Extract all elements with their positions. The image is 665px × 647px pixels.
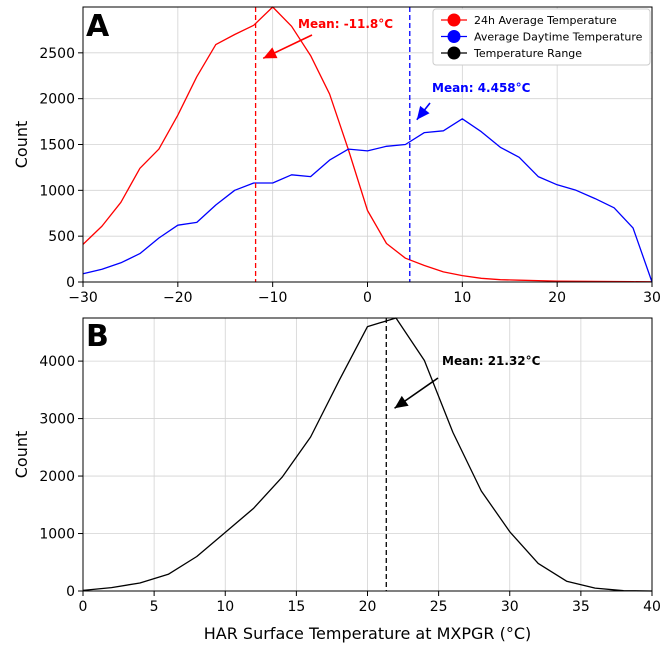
x-tick-label: 20 — [548, 290, 566, 306]
series-line-temperature-range — [82, 317, 653, 592]
x-tick-label: −20 — [163, 290, 193, 306]
mean-annotation-unit: °C — [378, 17, 393, 31]
y-tick-label: 2500 — [39, 46, 75, 62]
legend-marker — [447, 46, 461, 60]
x-tick-label: 15 — [287, 599, 305, 615]
mean-arrow-head — [263, 47, 278, 59]
x-tick-label: 0 — [363, 290, 372, 306]
y-tick-label: 2000 — [39, 92, 75, 108]
y-tick-label: 0 — [66, 584, 75, 600]
x-tick-label: 25 — [430, 599, 448, 615]
x-tick-label: 40 — [643, 599, 661, 615]
x-tick-label: 35 — [572, 599, 590, 615]
mean-annotation-value: Mean: -11.8 — [298, 17, 378, 31]
y-tick-label: 4000 — [39, 354, 75, 370]
y-tick-label: 1000 — [39, 527, 75, 543]
y-axis-label: Count — [12, 431, 31, 479]
mean-annotation: Mean: 4.458°C — [432, 81, 531, 95]
legend-marker — [447, 13, 461, 27]
series-line-24h-average-temperature — [82, 6, 653, 283]
x-tick-label: −10 — [258, 290, 288, 306]
y-tick-label: 500 — [48, 229, 75, 245]
x-tick-label: 20 — [359, 599, 377, 615]
x-tick-label: 30 — [501, 599, 519, 615]
mean-annotation: Mean: 21.32°C — [442, 354, 541, 368]
mean-annotation-value: Mean: 4.458 — [432, 81, 516, 95]
legend-marker — [447, 30, 461, 43]
series-line-average-daytime-temperature — [82, 118, 653, 283]
mean-annotation-unit: °C — [526, 354, 541, 368]
y-tick-label: 0 — [66, 275, 75, 291]
legend-label: Temperature Range — [473, 47, 582, 60]
panel-letter: B — [86, 319, 109, 354]
y-tick-label: 1000 — [39, 183, 75, 199]
y-tick-label: 1500 — [39, 138, 75, 154]
y-tick-label: 3000 — [39, 412, 75, 428]
mean-annotation: Mean: -11.8°C — [298, 17, 393, 31]
x-tick-label: 30 — [643, 290, 661, 306]
y-tick-label: 2000 — [39, 469, 75, 485]
legend — [432, 8, 651, 66]
legend-label: 24h Average Temperature — [474, 14, 617, 27]
x-axis-label: HAR Surface Temperature at MXPGR (°C) — [204, 624, 532, 643]
x-tick-label: 5 — [150, 599, 159, 615]
x-tick-label: 10 — [453, 290, 471, 306]
x-tick-label: −30 — [68, 290, 98, 306]
legend-label: Average Daytime Temperature — [474, 31, 643, 44]
x-tick-label: 0 — [79, 599, 88, 615]
mean-annotation-unit: °C — [516, 81, 531, 95]
y-axis-label: Count — [12, 121, 31, 169]
mean-annotation-value: Mean: 21.32 — [442, 354, 526, 368]
panel-letter: A — [86, 9, 110, 44]
mean-arrow-head — [416, 105, 430, 120]
mean-arrow-head — [394, 395, 409, 409]
panel-b: Mean: 21.32°C 0 5 10 15 20 25 30 35 40 0 1000 2000 30… — [12, 317, 661, 643]
x-tick-label: 10 — [216, 599, 234, 615]
